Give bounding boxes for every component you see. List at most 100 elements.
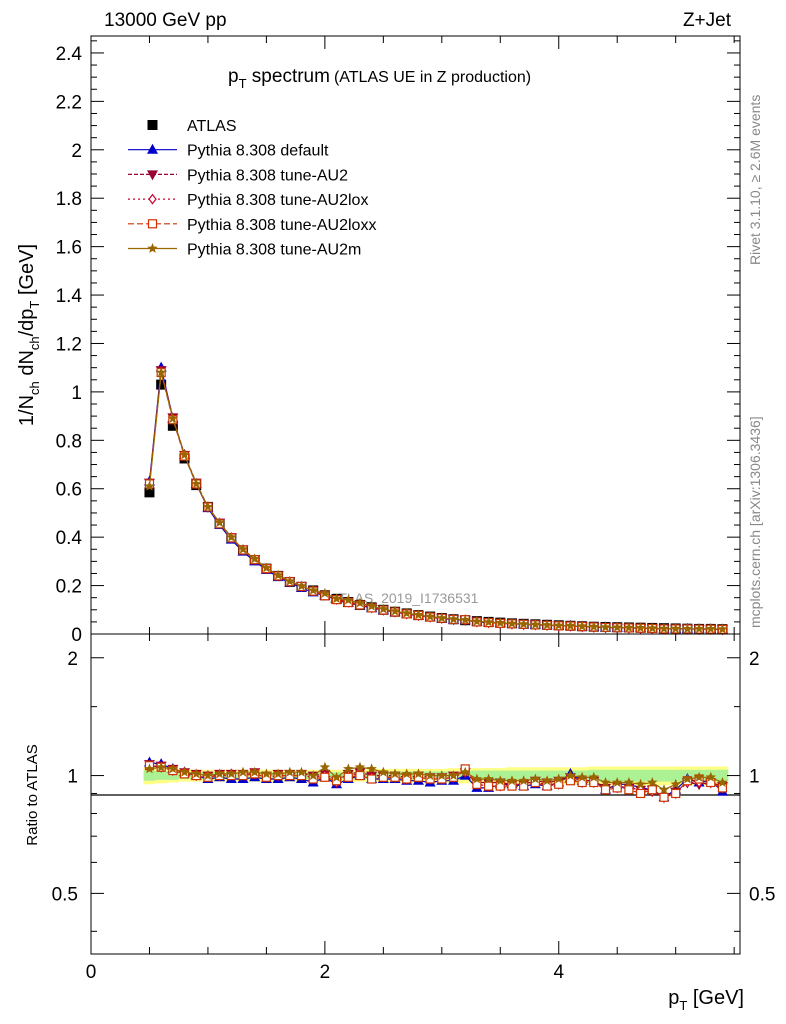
legend-label: Pythia 8.308 tune-AU2 <box>187 167 348 184</box>
main-y-tick-label: 0.4 <box>56 528 83 549</box>
main-y-tick-label: 0.6 <box>56 480 82 501</box>
legend-label: Pythia 8.308 tune-AU2loxx <box>187 217 376 234</box>
ratio-point-AU2loxx <box>343 772 353 782</box>
main-point-AU2m <box>354 597 366 608</box>
main-y-axis-label: 1/Nch dNch/dpT [GeV] <box>16 244 42 426</box>
main-y-tick-label: 1.6 <box>56 238 82 259</box>
ratio-point-AU2m <box>413 768 424 779</box>
main-series-AU2m <box>144 367 728 634</box>
collision-label: 13000 GeV pp <box>104 10 227 31</box>
ratio-point-AU2m <box>179 766 190 777</box>
ratio-series-layer <box>143 756 728 804</box>
main-point-AU2m <box>331 593 342 604</box>
main-point-AU2m <box>261 562 272 573</box>
ratio-point-AU2loxx <box>483 781 494 791</box>
ratio-frame <box>90 633 741 955</box>
ratio-series-AU2m <box>144 761 728 795</box>
ratio-point-AU2m <box>155 761 167 772</box>
ratio-point-AU2m <box>483 773 494 784</box>
legend-marker <box>147 243 158 253</box>
main-point-AU2m <box>565 620 576 631</box>
ratio-point-AU2m <box>506 775 518 786</box>
main-point-AU2m <box>647 622 658 633</box>
main-point-AU2m <box>284 575 295 586</box>
main-point-AU2m <box>705 623 716 634</box>
ratio-point-AU2m <box>623 777 635 787</box>
ratio-point-AU2m <box>366 763 377 774</box>
main-point-AU2m <box>307 584 319 595</box>
main-point-AU2m <box>319 587 331 598</box>
ratio-point-AU2loxx <box>472 779 482 789</box>
ratio-point-AU2m <box>541 775 553 786</box>
ratio-point-AU2loxx <box>671 788 681 799</box>
ratio-axis-ticks <box>90 634 740 954</box>
main-point-AU2m <box>296 580 307 591</box>
main-point-AU2m <box>588 621 600 632</box>
x-axis-label: pT [GeV] <box>668 987 744 1013</box>
ratio-point-AU2m <box>389 768 401 779</box>
ratio-point-AU2m <box>261 768 272 779</box>
main-point-AU2m <box>401 607 412 618</box>
ratio-point-AU2m <box>272 768 284 779</box>
ratio-point-AU2m <box>518 775 529 786</box>
ratio-point-AU2m <box>167 763 179 774</box>
main-point-AU2m <box>366 600 377 611</box>
ratio-point-AU2m <box>424 770 436 780</box>
ratio-point-AU2m <box>226 768 237 779</box>
main-point-AU2m <box>693 623 705 634</box>
legend-entry-AU2: Pythia 8.308 tune-AU2 <box>128 167 348 184</box>
ratio-point-AU2loxx <box>636 788 646 799</box>
ratio-point-AU2m <box>717 777 728 787</box>
ratio-point-AU2m <box>553 773 564 784</box>
ratio-point-AU2m <box>378 766 389 777</box>
ratio-point-AU2loxx <box>600 785 611 795</box>
main-y-tick-label: 1.8 <box>56 189 82 210</box>
legend-entry-AU2loxx: Pythia 8.308 tune-AU2loxx <box>128 217 376 234</box>
legend-entry-AU2m: Pythia 8.308 tune-AU2m <box>128 242 361 259</box>
ratio-y-tick-label-right: 0.5 <box>749 884 775 905</box>
main-point-AU2m <box>518 618 529 629</box>
main-y-tick-label: 0.8 <box>56 431 82 452</box>
ratio-point-AU2m <box>693 771 705 782</box>
ratio-y-axis-label: Ratio to ATLAS <box>24 744 41 845</box>
ratio-y-tick-labels: 0.5 0.5 1 1 2 2 <box>52 649 776 906</box>
ratio-point-AU2m <box>296 766 307 777</box>
main-point-AU2m <box>530 619 541 629</box>
main-point-AU2m <box>179 449 190 460</box>
legend-label: ATLAS <box>187 118 237 135</box>
ratio-point-AU2loxx <box>659 792 669 802</box>
main-point-AU2m <box>237 543 249 554</box>
main-point-AU2m <box>600 621 611 632</box>
main-point-AU2m <box>272 569 284 580</box>
ratio-y-tick-label-right: 1 <box>749 767 760 788</box>
main-y-tick-label: 1.2 <box>56 334 82 355</box>
main-point-AU2m <box>682 623 693 634</box>
legend-marker <box>148 193 157 205</box>
ratio-y-tick-label-left: 2 <box>67 649 78 670</box>
ratio-point-AU2loxx <box>542 781 552 791</box>
ratio-point-AU2m <box>214 768 225 779</box>
ratio-point-AU2loxx <box>624 785 634 795</box>
ratio-point-AU2m <box>249 766 260 777</box>
ratio-point-AU2loxx <box>647 785 657 795</box>
ratio-point-AU2loxx <box>554 779 564 789</box>
analysis-watermark: ATLAS_2019_I1736531 <box>330 590 479 606</box>
ratio-point-AU2m <box>202 770 214 780</box>
ratio-point-AU2m <box>600 777 611 787</box>
ratio-point-AU2m <box>343 763 354 774</box>
main-point-AU2m <box>167 413 179 423</box>
main-point-AU2m <box>413 609 424 620</box>
ratio-point-AU2m <box>682 773 693 784</box>
main-y-tick-label: 2.4 <box>56 44 83 65</box>
x-tick-label: 2 <box>320 962 331 983</box>
ratio-point-AU2m <box>331 771 342 782</box>
ratio-point-AU2loxx <box>519 781 529 791</box>
ratio-point-AU2m <box>495 775 506 786</box>
main-point-ATLAS <box>156 379 167 390</box>
main-point-AU2m <box>436 612 447 623</box>
ratio-point-AU2m <box>436 770 447 780</box>
ratio-point-AU2m <box>565 770 576 780</box>
ratio-point-AU2loxx <box>367 774 377 784</box>
ratio-point-AU2loxx <box>507 781 517 791</box>
main-point-AU2m <box>506 618 518 628</box>
